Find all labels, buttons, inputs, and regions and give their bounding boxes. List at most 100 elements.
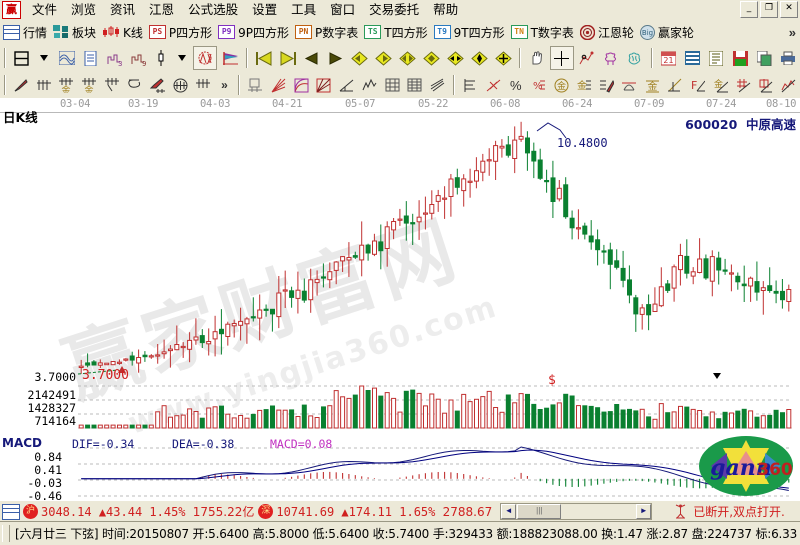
next-icon[interactable] [325, 47, 347, 69]
spiral-icon[interactable] [125, 74, 146, 96]
last-page-icon[interactable] [277, 47, 299, 69]
toolbar-9p-square[interactable]: P9 9P四方形 [215, 21, 292, 43]
fan-grid-icon[interactable] [102, 74, 123, 96]
first-page-icon[interactable] [253, 47, 275, 69]
pen-ruler-icon[interactable] [596, 74, 617, 96]
menu-item-tools[interactable]: 工具 [291, 2, 317, 17]
candlestick-chart[interactable] [0, 98, 800, 500]
ladder-icon[interactable] [460, 74, 481, 96]
report-icon[interactable] [705, 47, 727, 69]
pen-icon[interactable] [11, 74, 32, 96]
menu-item-gann[interactable]: 江恩 [149, 2, 175, 17]
pen2-icon[interactable] [147, 74, 168, 96]
calendar-period-icon[interactable] [11, 47, 33, 69]
red-fan-icon[interactable] [268, 74, 289, 96]
gold-ladder-icon[interactable]: 金 [574, 74, 595, 96]
horizontal-scrollbar[interactable]: ◄ ||| ► [500, 503, 653, 520]
menu-item-browse[interactable]: 浏览 [71, 2, 97, 17]
zoom-left-icon[interactable] [349, 47, 371, 69]
wave-icon[interactable] [778, 74, 799, 96]
toolbar-kline[interactable]: K线 [99, 21, 146, 43]
red-mesh-icon[interactable] [733, 74, 754, 96]
angle-icon[interactable] [336, 74, 357, 96]
multi9-icon[interactable]: 9 [128, 47, 150, 69]
hand-icon[interactable] [526, 47, 548, 69]
box-icon[interactable] [245, 74, 266, 96]
scroll-left-button[interactable]: ◄ [501, 504, 517, 519]
expand-all-icon[interactable] [468, 47, 490, 69]
quotes-grid-icon[interactable] [2, 503, 20, 520]
menu-item-formula-stock-pick[interactable]: 公式选股 [188, 2, 239, 17]
f-line-icon[interactable]: F [687, 74, 708, 96]
dropdown-arrow2-icon[interactable] [172, 47, 191, 69]
crosshair-icon[interactable] [549, 46, 574, 70]
vertical-bar-icon[interactable] [151, 47, 170, 69]
arc-icon[interactable] [291, 74, 312, 96]
red-box-icon[interactable] [755, 74, 776, 96]
date-tick: 04-21 [272, 98, 303, 110]
print-icon[interactable] [777, 47, 799, 69]
dropdown-arrow-icon[interactable] [35, 47, 54, 69]
copy-icon[interactable] [753, 47, 775, 69]
zoom-fit-icon[interactable] [420, 47, 442, 69]
gold-circle-icon[interactable]: 金 [551, 74, 572, 96]
zoom-horizontal-icon[interactable] [397, 47, 419, 69]
toolbar-blocks[interactable]: 板块 [50, 21, 99, 43]
document-icon[interactable] [80, 47, 102, 69]
scrollbar-thumb[interactable]: ||| [517, 504, 562, 519]
color-flag-icon[interactable] [219, 47, 241, 69]
menu-item-trade-order[interactable]: 交易委托 [369, 2, 420, 17]
close-button[interactable]: ✕ [780, 1, 798, 18]
toolbar-9t-square[interactable]: T9 9T四方形 [431, 21, 508, 43]
toolbar-t-number-table[interactable]: TN T数字表 [508, 21, 577, 43]
expand-h-icon[interactable] [444, 47, 466, 69]
toolbar-quotes[interactable]: 行情 [0, 21, 50, 43]
gold-box-icon[interactable]: 金 [642, 74, 663, 96]
percent-red-icon[interactable]: % [528, 74, 549, 96]
multi3-icon[interactable]: 3 [104, 47, 126, 69]
toolbar-p-number-table[interactable]: PN P数字表 [292, 21, 361, 43]
grid4-icon[interactable] [193, 74, 214, 96]
prev-icon[interactable] [301, 47, 323, 69]
gold-line-icon[interactable]: 金 [710, 74, 731, 96]
cross-lines-icon[interactable] [427, 74, 448, 96]
toolbar-gann-wheel[interactable]: 江恩轮 [577, 21, 637, 43]
mesh2-icon[interactable] [405, 74, 426, 96]
percent-cross-icon[interactable] [483, 74, 504, 96]
menu-item-news[interactable]: 资讯 [110, 2, 136, 17]
formula-icon[interactable] [193, 46, 218, 70]
network-icon[interactable] [56, 47, 78, 69]
circle-grid-icon[interactable] [170, 74, 191, 96]
table-icon[interactable] [682, 47, 704, 69]
chart-area[interactable]: 03-04 03-19 04-03 04-21 05-07 05-22 06-0… [0, 98, 800, 500]
mesh-icon[interactable] [382, 74, 403, 96]
angle2-icon[interactable] [665, 74, 686, 96]
zigzag-icon[interactable] [359, 74, 380, 96]
toolbar-p-square[interactable]: PS P四方形 [146, 21, 215, 43]
menu-item-help[interactable]: 帮助 [433, 2, 459, 17]
toolbar-overflow-button[interactable]: » [788, 24, 796, 40]
more-icon[interactable]: » [221, 78, 228, 92]
percent-icon[interactable]: % [509, 77, 522, 93]
maximize-button[interactable]: ❐ [760, 1, 778, 18]
calendar-icon[interactable]: 21 [658, 47, 680, 69]
gold-grid2-icon[interactable]: 金 [79, 74, 100, 96]
brain-icon[interactable] [624, 47, 646, 69]
menu-item-window[interactable]: 窗口 [330, 2, 356, 17]
scroll-right-button[interactable]: ► [636, 504, 652, 519]
flower-icon[interactable] [600, 47, 622, 69]
move-icon[interactable] [492, 47, 514, 69]
gold-grid-icon[interactable]: 金 [56, 74, 77, 96]
menu-item-settings[interactable]: 设置 [252, 2, 278, 17]
draw-separator-2 [238, 75, 241, 95]
save-icon[interactable] [729, 47, 751, 69]
draw-line-icon[interactable] [576, 47, 598, 69]
fan2-icon[interactable] [314, 74, 335, 96]
toolbar-t-square[interactable]: TS T四方形 [361, 21, 430, 43]
toolbar-winner-wheel[interactable]: Big 赢家轮 [637, 21, 697, 43]
zoom-right-icon[interactable] [373, 47, 395, 69]
menu-item-file[interactable]: 文件 [32, 2, 58, 17]
minimize-button[interactable]: _ [740, 1, 758, 18]
arc-red-icon[interactable] [619, 74, 640, 96]
grid-lines-icon[interactable] [34, 74, 55, 96]
